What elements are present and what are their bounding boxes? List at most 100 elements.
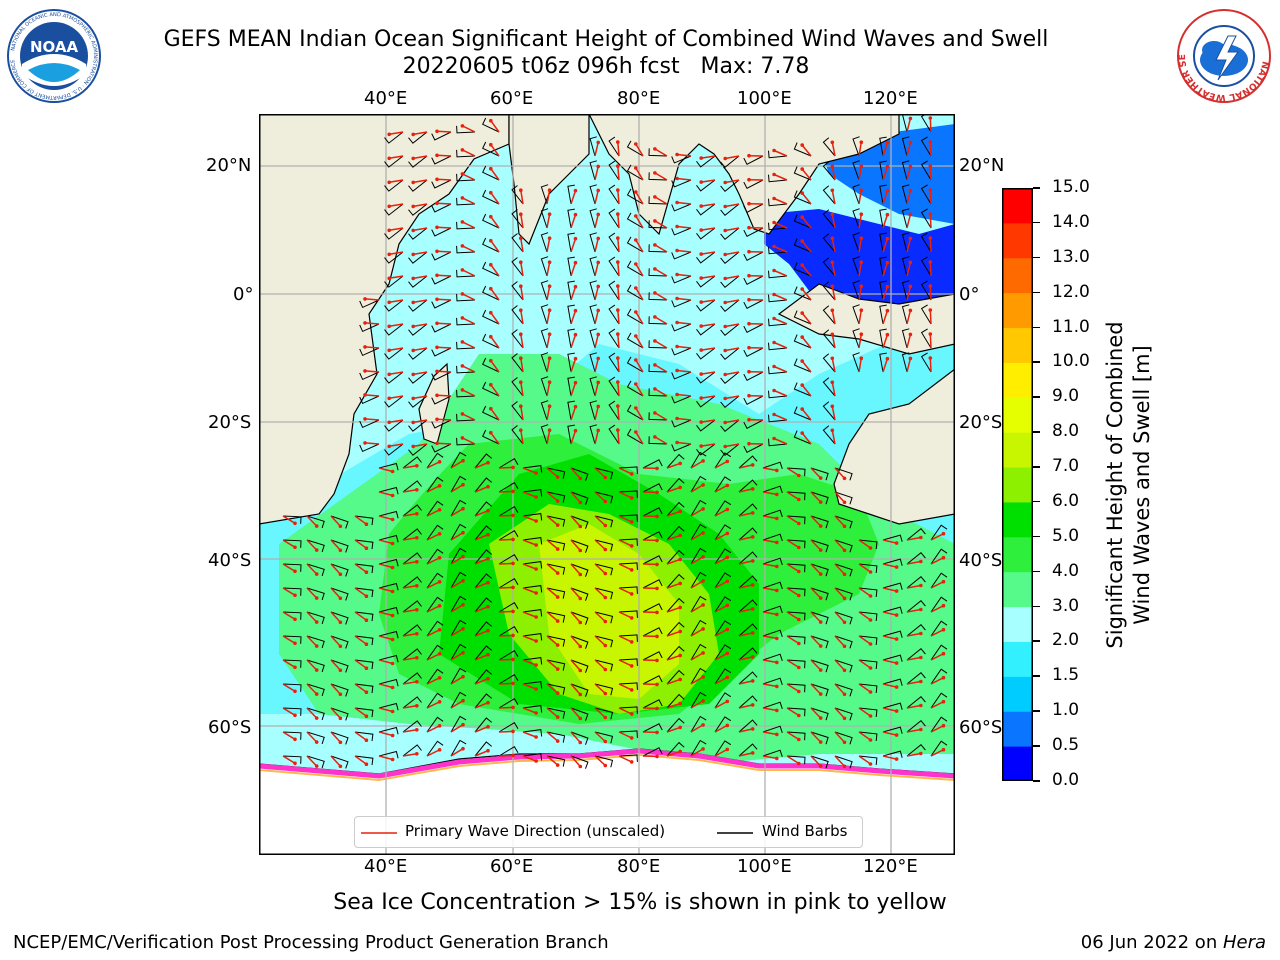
wave-direction-arrowhead xyxy=(675,248,679,253)
wave-direction-arrow xyxy=(498,490,514,493)
wave-direction-arrowhead xyxy=(578,716,583,721)
wave-direction-arrow xyxy=(402,633,417,637)
wind-barb xyxy=(648,412,668,421)
wave-direction-arrow xyxy=(858,358,863,373)
wave-direction-arrowhead xyxy=(578,740,583,745)
wind-barb xyxy=(589,328,597,349)
wave-direction-arrow xyxy=(426,533,440,541)
wave-direction-arrow xyxy=(594,214,599,229)
wave-direction-arrow xyxy=(701,155,716,159)
wind-barb xyxy=(546,635,566,647)
wave-direction-arrow xyxy=(378,683,393,689)
wave-direction-arrowhead xyxy=(818,692,823,696)
wave-direction-arrowhead xyxy=(701,531,705,535)
wave-direction-arrow xyxy=(858,262,863,277)
wave-direction-arrowhead xyxy=(747,177,751,182)
wave-direction-arrowhead xyxy=(747,369,751,374)
wave-direction-arrow xyxy=(690,532,704,541)
wind-barb xyxy=(858,707,878,717)
wind-barb xyxy=(618,754,638,762)
wave-direction-arrow xyxy=(882,755,897,760)
wave-direction-arrow xyxy=(701,251,716,255)
wave-direction-arrow xyxy=(490,168,500,181)
wave-direction-arrow xyxy=(906,704,921,709)
wave-direction-arrow xyxy=(831,190,836,205)
wave-direction-arrowhead xyxy=(678,557,682,562)
wind-barb xyxy=(431,155,452,165)
wind-barb xyxy=(642,747,663,757)
colorbar-segment xyxy=(1002,501,1033,538)
wind-barb xyxy=(306,539,325,553)
wave-direction-arrow xyxy=(762,755,777,760)
wind-barb xyxy=(330,659,349,673)
wind-barb xyxy=(882,534,903,542)
wind-barb xyxy=(608,256,620,277)
wind-barb xyxy=(920,328,932,349)
wave-direction-arrow xyxy=(389,371,404,376)
colorbar-segment xyxy=(1002,327,1033,363)
wave-direction-arrowhead xyxy=(725,579,730,584)
wind-barb xyxy=(690,571,707,589)
wind-barb xyxy=(714,452,732,469)
wind-barb xyxy=(696,227,716,240)
wave-direction-arrow xyxy=(677,417,692,421)
wave-direction-arrowhead xyxy=(800,239,804,243)
wave-direction-arrowhead xyxy=(314,692,319,696)
wave-direction-arrow xyxy=(858,166,863,181)
wave-direction-arrow xyxy=(906,334,912,349)
wind-barb xyxy=(482,261,500,277)
wave-direction-arrow xyxy=(738,584,753,589)
wind-barb xyxy=(793,406,812,421)
wave-direction-arrow xyxy=(402,753,417,757)
wind-barb xyxy=(426,644,444,661)
wind-barb xyxy=(594,491,614,504)
wave-direction-arrowhead xyxy=(486,700,490,705)
wave-direction-arrowhead xyxy=(701,627,705,631)
wave-direction-arrowhead xyxy=(293,665,297,670)
wave-direction-arrow xyxy=(462,245,476,253)
wave-direction-arrow xyxy=(282,659,296,668)
wave-direction-arrowhead xyxy=(555,667,560,671)
wave-direction-arrow xyxy=(882,563,897,568)
wave-direction-arrow xyxy=(701,395,716,399)
wave-direction-arrowhead xyxy=(460,244,465,248)
wave-direction-arrow xyxy=(786,683,800,693)
wave-direction-arrow xyxy=(570,358,577,373)
wind-barb xyxy=(852,136,860,157)
wave-direction-arrow xyxy=(450,556,464,565)
wind-barb xyxy=(666,525,685,541)
wind-barb xyxy=(450,667,467,685)
wave-direction-arrowhead xyxy=(941,531,946,536)
wave-direction-arrow xyxy=(402,705,417,709)
wind-barb xyxy=(822,401,836,421)
wind-barb xyxy=(426,740,444,757)
wind-barb xyxy=(456,269,476,278)
wave-direction-arrow xyxy=(498,514,514,517)
wind-barb xyxy=(626,356,644,373)
wave-direction-arrowhead xyxy=(842,692,847,697)
wave-direction-arrow xyxy=(378,539,393,545)
wave-direction-arrow xyxy=(490,216,500,229)
wind-barb xyxy=(594,611,614,624)
wind-barb xyxy=(567,256,575,277)
wave-direction-arrowhead xyxy=(699,252,703,256)
wave-direction-arrowhead xyxy=(723,372,727,377)
wind-barb xyxy=(626,332,644,349)
wave-direction-arrowhead xyxy=(723,204,727,209)
wave-direction-arrowhead xyxy=(596,260,600,265)
lat-tick-left: 20°N xyxy=(206,155,252,176)
wind-barb xyxy=(570,659,589,673)
wave-direction-arrow xyxy=(930,605,944,613)
wind-barb xyxy=(522,753,543,761)
wave-direction-arrowhead xyxy=(511,681,515,686)
wave-direction-arrowhead xyxy=(655,682,659,687)
wave-direction-arrowhead xyxy=(363,369,367,373)
wave-direction-arrowhead xyxy=(842,620,847,625)
wave-direction-arrow xyxy=(831,382,836,397)
wind-barb xyxy=(431,275,452,285)
wind-barb xyxy=(359,419,380,429)
wave-direction-arrow xyxy=(462,269,476,277)
wave-direction-arrowhead xyxy=(941,675,946,680)
wave-direction-arrow xyxy=(635,191,644,205)
colorbar-tick-label: 15.0 xyxy=(1052,177,1090,197)
